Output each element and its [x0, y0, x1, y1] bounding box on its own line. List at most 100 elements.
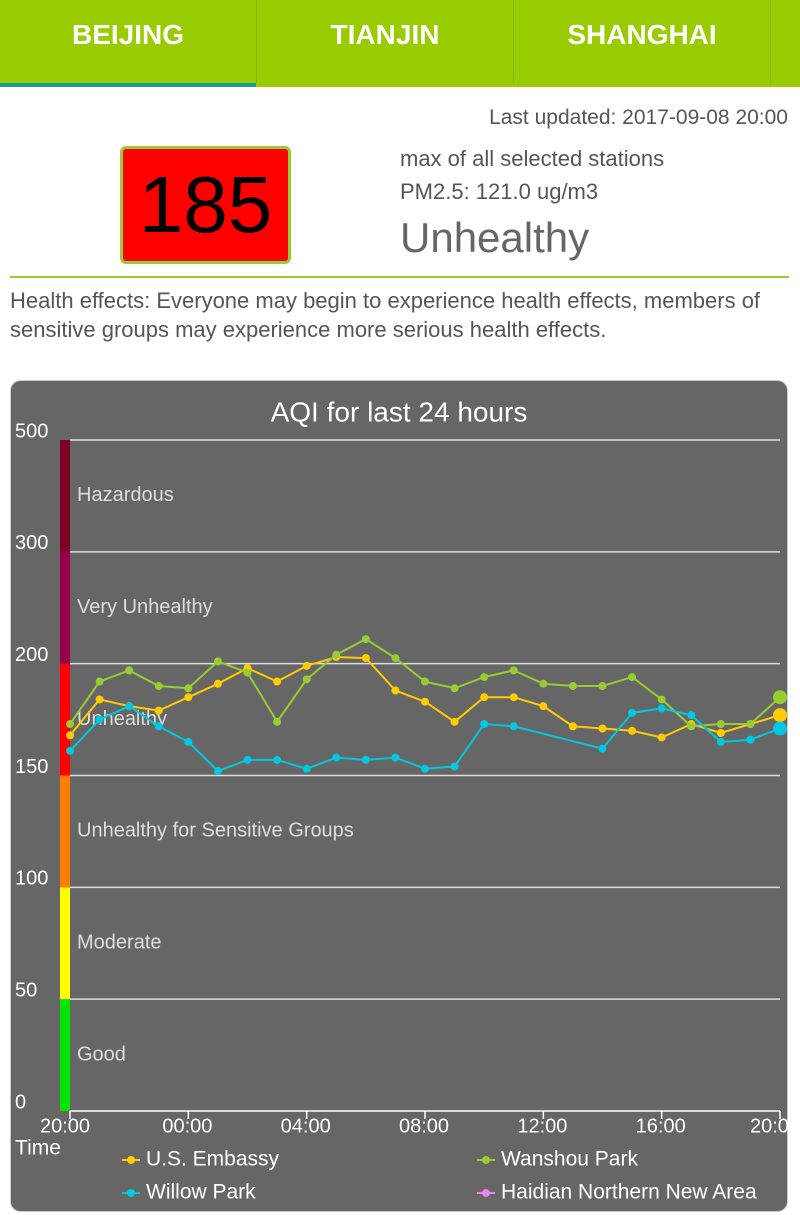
y-tick-label: 100	[15, 868, 48, 890]
data-point	[746, 735, 755, 744]
data-point	[391, 686, 400, 695]
data-point	[598, 724, 607, 733]
data-point	[509, 722, 518, 731]
chart: AQI for last 24 hours Time Good Moderate U…	[10, 380, 789, 1212]
data-point	[450, 684, 459, 693]
data-point	[273, 755, 282, 764]
data-point	[243, 755, 252, 764]
legend-label: Willow Park	[146, 1181, 256, 1204]
data-point	[628, 673, 637, 682]
data-point	[273, 717, 282, 726]
data-point	[773, 721, 787, 736]
data-point	[243, 668, 252, 677]
data-point	[480, 673, 489, 682]
aqi-band	[60, 775, 70, 888]
data-point	[154, 722, 163, 731]
band-label: Unhealthy	[77, 708, 167, 730]
y-tick-label: 150	[15, 756, 48, 778]
data-point	[657, 695, 666, 704]
data-point	[421, 677, 429, 686]
data-point	[773, 708, 787, 723]
y-tick-label: 300	[15, 532, 48, 554]
x-tick-label: 20:00	[40, 1115, 90, 1137]
data-point	[746, 720, 755, 729]
x-tick-label: 08:00	[399, 1115, 449, 1137]
data-point	[480, 693, 489, 702]
band-label: Good	[77, 1043, 126, 1065]
pm25: PM2.5: 121.0 ug/m3	[400, 179, 599, 204]
legend-label: U.S. Embassy	[146, 1148, 280, 1171]
legend-marker	[127, 1156, 135, 1164]
health-effects: Health effects: Everyone may begin to ex…	[10, 288, 761, 342]
data-point	[687, 722, 696, 731]
band-label: Unhealthy for Sensitive Groups	[77, 820, 354, 842]
data-point	[302, 661, 311, 670]
data-point	[95, 715, 104, 724]
chart-title: AQI for last 24 hours	[271, 396, 528, 427]
data-point	[539, 702, 548, 711]
data-point	[332, 753, 341, 762]
data-point	[628, 708, 637, 717]
data-point	[361, 635, 370, 644]
data-point	[628, 726, 637, 735]
data-point	[184, 684, 193, 693]
aqi-band	[60, 999, 70, 1111]
tab[interactable]: SHANGHAI	[514, 0, 771, 83]
data-point	[657, 704, 666, 713]
data-point	[716, 737, 725, 746]
legend-label: Wanshou Park	[501, 1148, 638, 1171]
data-point	[391, 654, 400, 663]
data-point	[125, 702, 134, 711]
data-point	[568, 682, 577, 691]
tab[interactable]: TIANJIN	[257, 0, 514, 83]
tab[interactable]: BEIJING	[0, 0, 257, 83]
x-axis-title: Time	[15, 1137, 61, 1160]
data-point	[480, 720, 489, 729]
y-tick-label: 500	[15, 420, 48, 442]
chart-panel	[10, 380, 788, 1212]
data-point	[184, 693, 193, 702]
legend-marker	[482, 1156, 490, 1164]
data-point	[125, 666, 134, 675]
aqi-band	[60, 551, 70, 664]
data-point	[598, 682, 607, 691]
y-tick-label: 50	[15, 979, 37, 1001]
station-note: max of all selected stations	[400, 146, 665, 171]
data-point	[302, 675, 311, 684]
separator	[10, 276, 789, 278]
data-point	[361, 755, 370, 764]
x-tick-label: 00:00	[162, 1115, 212, 1137]
data-point	[568, 722, 577, 731]
x-tick-label: 12:00	[517, 1115, 567, 1137]
data-point	[154, 706, 163, 715]
data-point	[657, 733, 666, 742]
data-point	[273, 677, 282, 686]
data-point	[391, 753, 400, 762]
data-point	[361, 654, 370, 663]
data-point	[450, 717, 459, 726]
x-tick-label: 20:00	[750, 1115, 789, 1137]
data-point	[421, 764, 429, 773]
data-point	[66, 746, 74, 755]
data-point	[95, 677, 104, 686]
band-label: Very Unhealthy	[77, 596, 213, 618]
data-point	[213, 767, 222, 776]
data-point	[509, 666, 518, 675]
data-point	[687, 711, 696, 720]
data-point	[716, 729, 725, 738]
legend-marker	[127, 1189, 135, 1197]
data-point	[773, 690, 787, 705]
aqi-level: Unhealthy	[400, 214, 590, 261]
data-point	[184, 737, 193, 746]
legend-label: Haidian Northern New Area	[501, 1181, 757, 1204]
data-point	[154, 682, 163, 691]
data-point	[95, 695, 104, 704]
aqi-band	[60, 663, 70, 776]
data-point	[213, 679, 222, 688]
data-point	[213, 657, 222, 666]
aqi-band	[60, 887, 70, 1000]
tab-indicator	[0, 83, 256, 87]
data-point	[450, 762, 459, 771]
tab-bar: BEIJING TIANJIN SHANGHAI	[0, 0, 800, 87]
